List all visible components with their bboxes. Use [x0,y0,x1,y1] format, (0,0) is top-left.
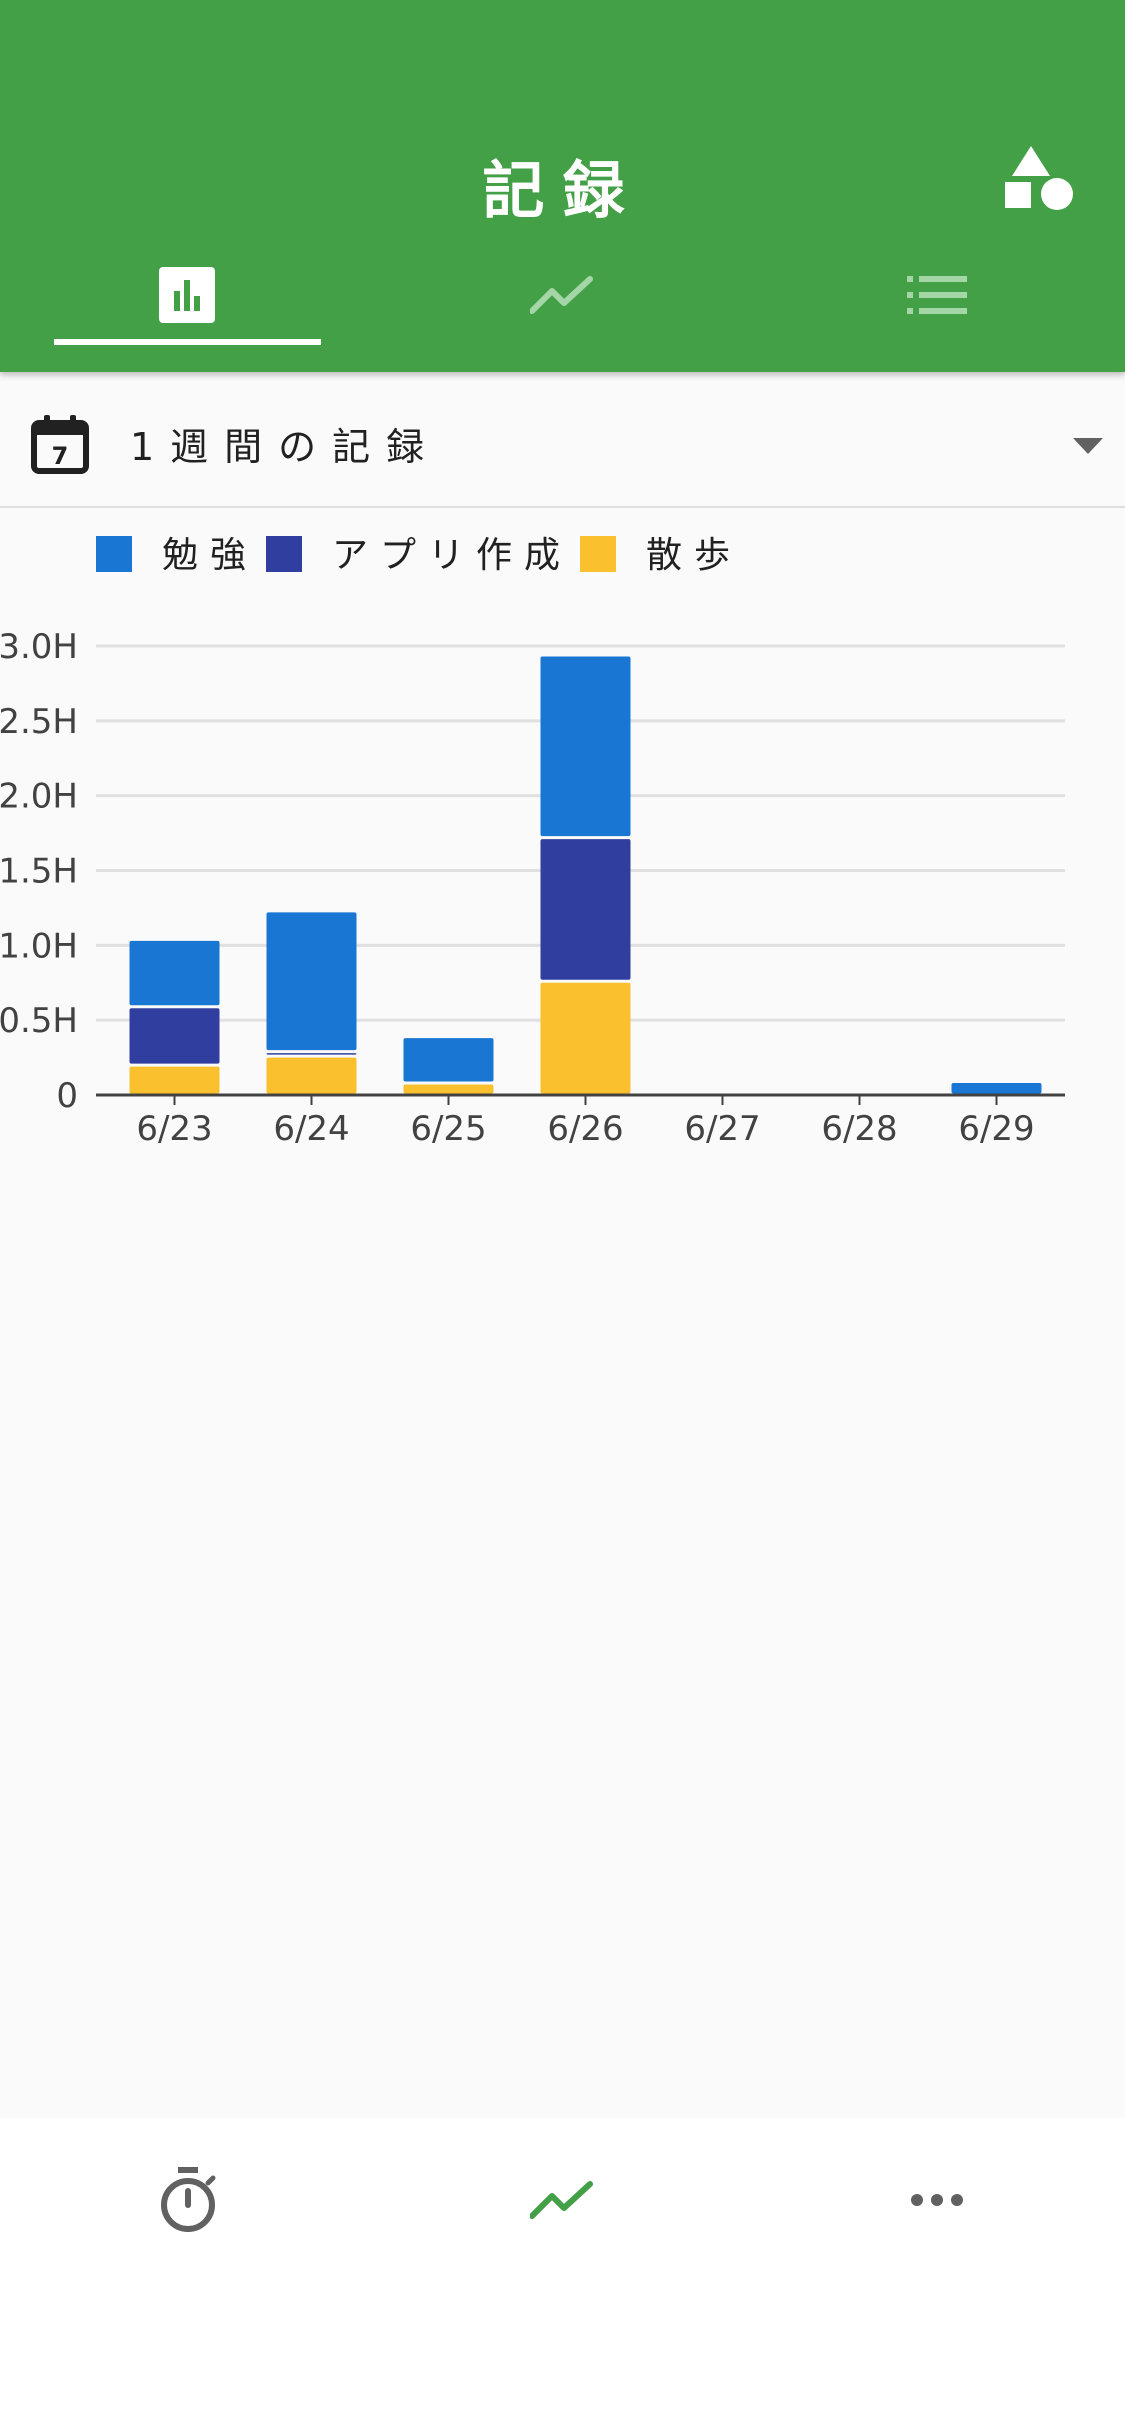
x-tick-label: 6/27 [684,1109,760,1149]
legend-label: 勉強 [162,535,258,576]
page-title: 記録 [482,154,643,227]
range-label: 1週間の記録 [130,425,441,469]
range-selector[interactable]: 7 1週間の記録 [0,372,1125,508]
dropdown-arrow-icon[interactable] [1073,438,1103,454]
x-tick-label: 6/23 [136,1109,212,1149]
y-tick-label: 1.5H [0,852,78,892]
legend-swatch [580,536,616,572]
tab-list[interactable] [792,255,1082,335]
x-tick-label: 6/28 [821,1109,897,1149]
y-tick-label: 0.5H [0,1001,78,1041]
legend-label: アプリ作成 [332,535,572,576]
app-bar: 記録 [0,0,1125,372]
bar-segment [266,912,357,1051]
bar-segment [129,1008,220,1064]
bar-segment [266,1057,357,1094]
stacked-bar-chart: 勉強 アプリ作成 散歩 0 0.5H 1.0H 1.5H 2.0H 2.5H 3.0H 6/23 6/… [0,535,1065,1149]
calendar-icon: 7 [31,415,89,474]
bar-segment [403,1084,494,1094]
bar-segment [540,839,631,980]
tab-trend[interactable] [417,255,707,335]
x-tick-label: 6/29 [958,1109,1034,1149]
bar-segment [540,982,631,1094]
legend-swatch [266,536,302,572]
y-tick-label: 2.5H [0,702,78,742]
nav-timer[interactable] [128,2140,248,2260]
y-tick-label: 2.0H [0,777,78,817]
trending-up-icon [530,276,593,314]
calendar-day: 7 [52,442,69,470]
bar-segment [266,1053,357,1055]
nav-records[interactable] [502,2140,622,2260]
more-horiz-icon [911,2194,963,2206]
trending-up-icon [530,2181,593,2219]
bar-chart-icon [159,267,215,323]
shapes-button[interactable] [1005,146,1081,216]
legend-label: 散歩 [646,535,742,576]
shapes-icon [1005,146,1073,210]
y-tick-label: 1.0H [0,926,78,966]
tab-indicator [54,339,321,345]
legend-swatch [96,536,132,572]
x-tick-label: 6/26 [547,1109,623,1149]
bar-segment [403,1038,494,1082]
x-tick-label: 6/24 [273,1109,349,1149]
list-icon [907,276,967,314]
bar-segment [129,1066,220,1094]
bar-segment [951,1083,1042,1094]
nav-more[interactable] [877,2140,997,2260]
y-tick-label: 0 [56,1076,78,1116]
y-tick-label: 3.0H [0,627,78,667]
stopwatch-icon [161,2167,216,2232]
tab-bar-chart[interactable] [42,255,332,335]
bar-segment [129,940,220,1006]
x-tick-label: 6/25 [410,1109,486,1149]
bar-segment [540,656,631,837]
bottom-navigation [0,2118,1125,2436]
